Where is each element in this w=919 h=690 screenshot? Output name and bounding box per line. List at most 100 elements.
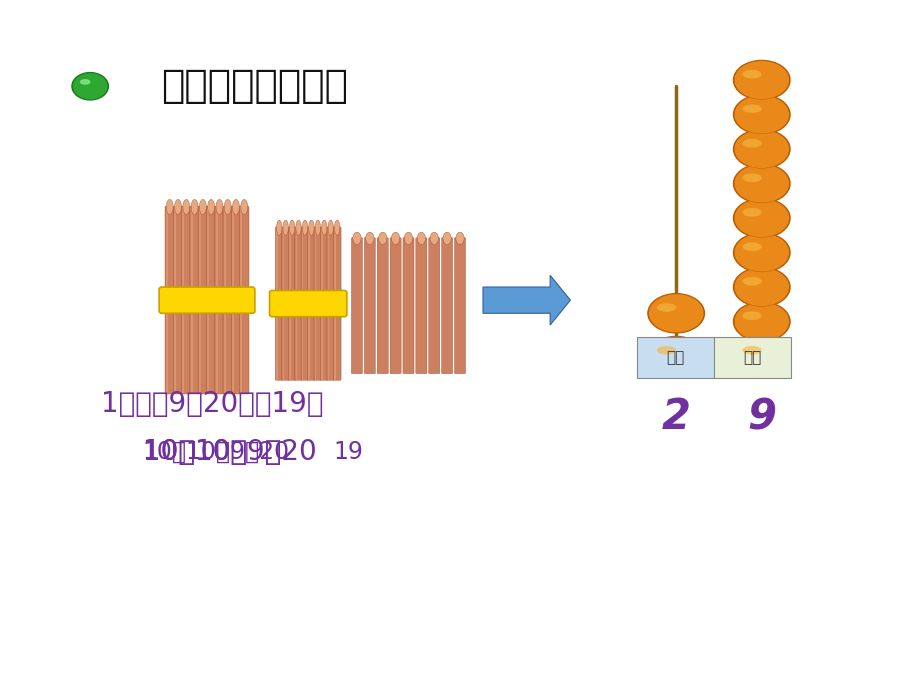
Ellipse shape — [732, 302, 790, 342]
Ellipse shape — [322, 220, 326, 235]
FancyBboxPatch shape — [190, 207, 192, 393]
Ellipse shape — [283, 220, 288, 235]
FancyBboxPatch shape — [301, 227, 309, 380]
FancyBboxPatch shape — [174, 207, 176, 393]
Text: 10＋10＝9＝20: 10＋10＝9＝20 — [142, 438, 316, 466]
FancyBboxPatch shape — [313, 227, 322, 380]
FancyBboxPatch shape — [318, 228, 321, 380]
FancyBboxPatch shape — [231, 206, 241, 394]
Ellipse shape — [456, 233, 464, 245]
FancyBboxPatch shape — [206, 206, 216, 394]
Text: 2: 2 — [661, 397, 690, 438]
Ellipse shape — [315, 220, 320, 235]
Ellipse shape — [733, 337, 789, 375]
Ellipse shape — [742, 173, 761, 182]
FancyBboxPatch shape — [320, 227, 328, 380]
Ellipse shape — [417, 233, 425, 245]
Ellipse shape — [732, 267, 790, 307]
FancyBboxPatch shape — [415, 238, 426, 374]
FancyBboxPatch shape — [215, 207, 217, 393]
Ellipse shape — [732, 198, 790, 238]
FancyBboxPatch shape — [454, 238, 465, 374]
FancyBboxPatch shape — [222, 206, 233, 394]
FancyBboxPatch shape — [324, 228, 327, 380]
Text: 个位: 个位 — [743, 350, 761, 365]
Ellipse shape — [233, 199, 239, 215]
FancyBboxPatch shape — [195, 207, 199, 393]
Ellipse shape — [81, 80, 90, 84]
Ellipse shape — [732, 95, 790, 135]
Ellipse shape — [742, 139, 761, 148]
FancyBboxPatch shape — [294, 227, 302, 380]
FancyBboxPatch shape — [301, 228, 303, 380]
Ellipse shape — [733, 302, 789, 341]
FancyBboxPatch shape — [182, 207, 184, 393]
FancyBboxPatch shape — [181, 206, 191, 394]
FancyBboxPatch shape — [207, 207, 209, 393]
Text: 10＋10＝9＝20: 10＋10＝9＝20 — [142, 440, 289, 464]
FancyBboxPatch shape — [390, 238, 401, 374]
Ellipse shape — [289, 220, 294, 235]
Ellipse shape — [733, 233, 789, 272]
Ellipse shape — [328, 220, 333, 235]
Ellipse shape — [404, 233, 413, 245]
FancyBboxPatch shape — [240, 207, 242, 393]
FancyBboxPatch shape — [636, 337, 713, 378]
FancyBboxPatch shape — [321, 228, 323, 380]
FancyBboxPatch shape — [428, 238, 439, 374]
FancyBboxPatch shape — [281, 227, 289, 380]
Ellipse shape — [335, 220, 339, 235]
FancyBboxPatch shape — [239, 206, 249, 394]
Ellipse shape — [742, 104, 761, 113]
FancyBboxPatch shape — [189, 206, 199, 394]
Ellipse shape — [309, 220, 313, 235]
Ellipse shape — [208, 199, 214, 215]
FancyBboxPatch shape — [276, 228, 278, 380]
Ellipse shape — [733, 199, 789, 237]
FancyBboxPatch shape — [307, 227, 315, 380]
Ellipse shape — [742, 311, 761, 320]
FancyBboxPatch shape — [159, 287, 255, 313]
Ellipse shape — [216, 199, 222, 215]
FancyBboxPatch shape — [713, 337, 790, 378]
Ellipse shape — [353, 233, 361, 245]
FancyBboxPatch shape — [289, 228, 290, 380]
FancyBboxPatch shape — [295, 228, 297, 380]
Ellipse shape — [732, 164, 790, 204]
FancyBboxPatch shape — [279, 228, 282, 380]
FancyBboxPatch shape — [236, 207, 240, 393]
Ellipse shape — [277, 220, 281, 235]
FancyBboxPatch shape — [228, 207, 232, 393]
Circle shape — [72, 72, 108, 100]
Text: 1个十＋9是20。是19。: 1个十＋9是20。是19。 — [101, 390, 323, 417]
FancyBboxPatch shape — [220, 207, 223, 393]
FancyBboxPatch shape — [305, 228, 308, 380]
FancyBboxPatch shape — [170, 207, 174, 393]
Ellipse shape — [733, 164, 789, 203]
Ellipse shape — [430, 233, 438, 245]
Ellipse shape — [647, 336, 705, 376]
Text: 10＋10＝  ＝: 10＋10＝ ＝ — [142, 438, 299, 466]
FancyBboxPatch shape — [187, 207, 190, 393]
FancyBboxPatch shape — [441, 238, 452, 374]
Ellipse shape — [199, 199, 206, 215]
Text: 十位: 十位 — [665, 350, 684, 365]
FancyBboxPatch shape — [364, 238, 375, 374]
FancyBboxPatch shape — [173, 206, 183, 394]
FancyBboxPatch shape — [312, 228, 314, 380]
FancyBboxPatch shape — [203, 207, 207, 393]
FancyBboxPatch shape — [214, 206, 224, 394]
Ellipse shape — [732, 233, 790, 273]
FancyBboxPatch shape — [331, 228, 334, 380]
FancyArrow shape — [482, 275, 570, 325]
FancyBboxPatch shape — [275, 227, 283, 380]
FancyBboxPatch shape — [292, 228, 295, 380]
FancyBboxPatch shape — [314, 228, 316, 380]
FancyBboxPatch shape — [327, 228, 329, 380]
Ellipse shape — [391, 233, 400, 245]
Ellipse shape — [733, 130, 789, 168]
FancyBboxPatch shape — [232, 207, 233, 393]
Ellipse shape — [742, 242, 761, 251]
Ellipse shape — [732, 336, 790, 376]
Ellipse shape — [302, 220, 307, 235]
